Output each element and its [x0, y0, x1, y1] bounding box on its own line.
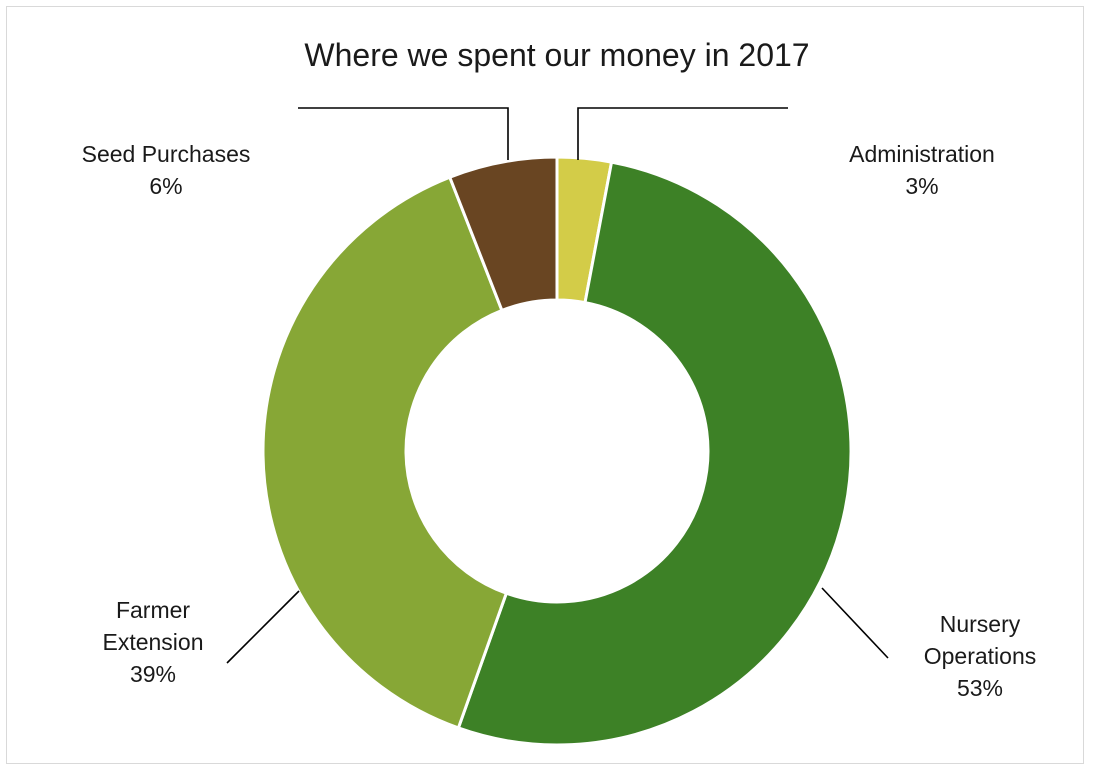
data-label-seed-purchases: Seed Purchases 6%: [82, 141, 251, 199]
leader-line-seed-purchases: [298, 107, 509, 160]
data-label-category: Farmer: [116, 597, 190, 623]
data-label-value: 53%: [957, 675, 1003, 701]
slice-seed-purchases: [447, 155, 559, 313]
data-label-farmer-extension: Farmer Extension 39%: [102, 597, 203, 687]
data-label-administration: Administration 3%: [849, 141, 995, 199]
data-label-category: Administration: [849, 141, 995, 167]
leader-line-nursery-operations: [821, 587, 889, 659]
data-label-value: 39%: [130, 661, 176, 687]
data-label-value: 6%: [149, 173, 182, 199]
data-label-category: Seed Purchases: [82, 141, 251, 167]
slice-farmer-extension: [261, 175, 509, 730]
data-label-value: 3%: [905, 173, 938, 199]
data-label-category: Extension: [102, 629, 203, 655]
leader-line-farmer-extension: [226, 590, 300, 664]
leader-lines-group: [226, 107, 889, 664]
slices-group: [261, 155, 853, 747]
data-label-nursery-operations: Nursery Operations 53%: [924, 611, 1037, 701]
data-labels-group: Administration 3% Nursery Operations 53% Farm…: [82, 141, 1037, 701]
chart-title: Where we spent our money in 2017: [304, 37, 809, 73]
leader-line-administration: [577, 107, 788, 160]
slice-nursery-operations: [456, 160, 853, 747]
data-label-category: Nursery: [940, 611, 1021, 637]
data-label-category: Operations: [924, 643, 1037, 669]
